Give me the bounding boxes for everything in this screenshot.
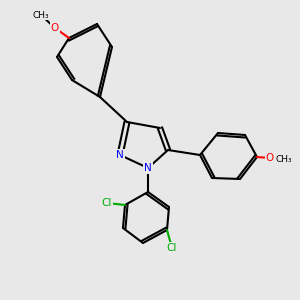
Text: CH₃: CH₃	[276, 154, 292, 164]
Text: O: O	[51, 23, 59, 33]
Text: N: N	[116, 150, 124, 160]
Text: Cl: Cl	[167, 243, 177, 253]
Text: Cl: Cl	[102, 198, 112, 208]
Text: N: N	[144, 163, 152, 173]
Text: CH₃: CH₃	[33, 11, 49, 20]
Text: O: O	[266, 153, 274, 163]
